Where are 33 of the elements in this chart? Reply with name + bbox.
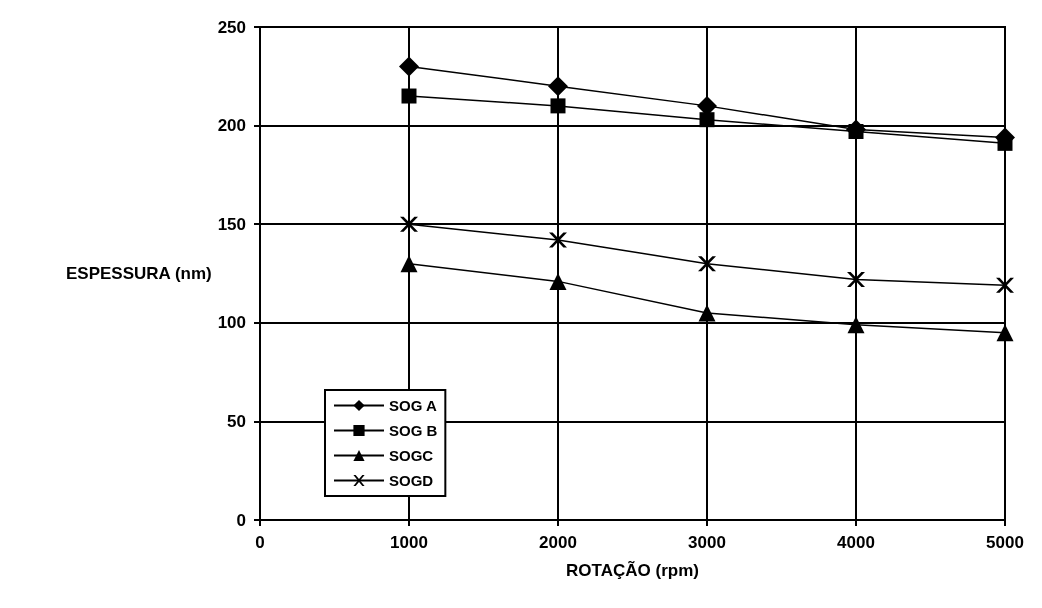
y-tick-label: 250: [217, 17, 246, 37]
legend-label: SOGC: [389, 447, 434, 464]
point: [698, 256, 716, 272]
point: [699, 112, 715, 128]
legend-label: SOGD: [389, 472, 434, 489]
point: [996, 277, 1014, 293]
x-tick-label: 4000: [837, 533, 875, 552]
point: [698, 304, 716, 322]
point: [548, 76, 568, 97]
point: [549, 232, 567, 248]
point: [848, 124, 864, 140]
point: [550, 98, 566, 114]
y-tick-label: 50: [227, 411, 246, 431]
y-tick-label: 0: [236, 510, 246, 530]
point: [399, 56, 419, 77]
legend-label: SOG A: [389, 397, 437, 414]
point: [847, 316, 865, 334]
x-tick-label: 1000: [390, 533, 428, 552]
point: [400, 255, 418, 273]
x-tick-label: 3000: [688, 533, 726, 552]
point: [996, 324, 1014, 342]
x-tick-label: 5000: [986, 533, 1024, 552]
y-axis-title: ESPESSURA (nm): [65, 264, 212, 283]
y-tick-label: 150: [217, 214, 246, 234]
point: [401, 88, 417, 104]
point: [847, 271, 865, 287]
y-tick-label: 100: [217, 313, 246, 333]
x-tick-label: 0: [255, 533, 265, 552]
x-axis-title: ROTAÇÃO (rpm): [566, 560, 699, 580]
y-tick-label: 200: [217, 116, 246, 136]
point: [400, 216, 418, 232]
legend-label: SOG B: [389, 422, 438, 439]
x-tick-label: 2000: [539, 533, 577, 552]
